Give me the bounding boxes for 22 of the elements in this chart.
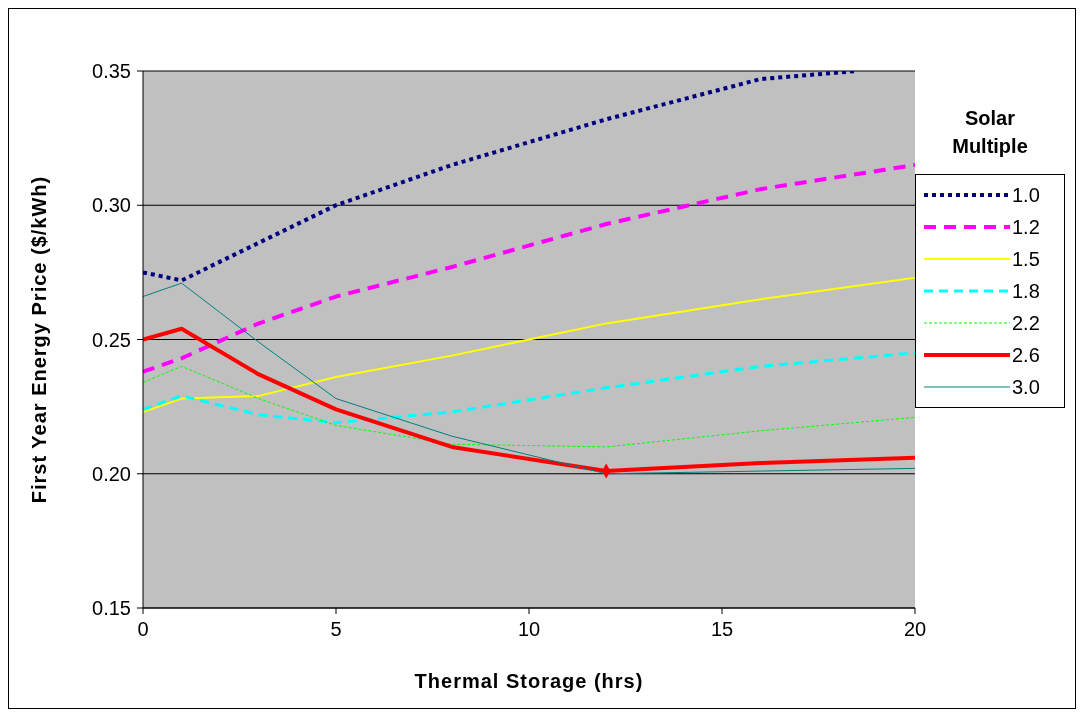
x-tick-label: 15 bbox=[710, 618, 734, 641]
legend-label: 2.2 bbox=[1012, 311, 1040, 335]
x-tick-label: 20 bbox=[903, 618, 927, 641]
legend-label: 2.6 bbox=[1012, 343, 1040, 367]
legend-title: Solar Multiple bbox=[951, 106, 1029, 159]
legend-label: 1.2 bbox=[1012, 215, 1040, 239]
y-tick-label: 0.25 bbox=[92, 328, 131, 351]
legend-label: 1.0 bbox=[1012, 183, 1040, 207]
y-axis-title: First Year Energy Price ($/kWh) bbox=[28, 175, 51, 504]
x-axis-title: Thermal Storage (hrs) bbox=[414, 670, 644, 692]
y-tick-label: 0.20 bbox=[92, 462, 131, 485]
y-tick-label: 0.30 bbox=[92, 194, 131, 217]
x-tick-label: 10 bbox=[517, 618, 541, 641]
y-tick-label: 0.35 bbox=[92, 60, 131, 83]
y-tick-label: 0.15 bbox=[92, 597, 131, 620]
legend-label: 3.0 bbox=[1012, 375, 1040, 399]
legend-label: 1.8 bbox=[1012, 279, 1040, 303]
legend-label: 1.5 bbox=[1012, 247, 1040, 271]
x-tick-label: 0 bbox=[137, 618, 149, 641]
x-tick-label: 5 bbox=[330, 618, 342, 641]
line-series bbox=[143, 351, 915, 425]
line-series bbox=[143, 365, 915, 448]
